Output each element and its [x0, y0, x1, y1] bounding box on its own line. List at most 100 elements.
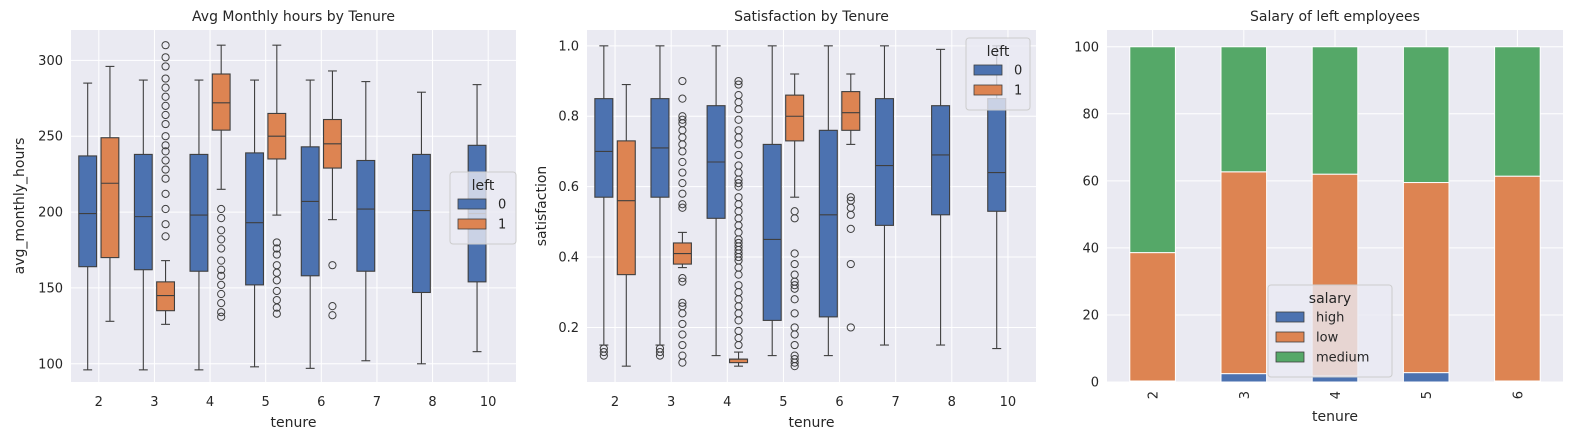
- x-tick-label: 10: [480, 395, 497, 410]
- x-tick-label: 5: [262, 395, 270, 410]
- legend-swatch-high: [1275, 311, 1305, 323]
- outlier-point: [655, 347, 665, 357]
- x-tick-labels: 2 3 4 5 6 7 8 10: [611, 395, 1016, 410]
- chart-title: Avg Monthly hours by Tenure: [192, 9, 395, 25]
- outlier-point: [678, 203, 687, 212]
- outlier-point: [161, 62, 170, 71]
- box-0-tenure-2: [78, 82, 98, 371]
- outlier-point: [678, 115, 687, 124]
- box-1-tenure-6: [322, 70, 342, 320]
- legend-label-high: high: [1316, 311, 1344, 326]
- x-tick-label: 2: [611, 395, 619, 410]
- outlier-point: [678, 277, 687, 286]
- box-iqr: [818, 129, 838, 318]
- outlier-point: [678, 200, 687, 209]
- bar-high-tenure-5: [1402, 372, 1450, 383]
- outlier-point: [790, 207, 799, 216]
- legend-title: left: [472, 178, 495, 194]
- outlier-point: [846, 323, 855, 332]
- outlier-point: [790, 295, 799, 304]
- x-tick-label: 7: [892, 395, 900, 410]
- outlier-point: [846, 259, 855, 269]
- x-axis-label: tenure: [1312, 409, 1358, 425]
- outlier-point: [328, 302, 337, 311]
- box-0-tenure-4: [189, 79, 209, 371]
- bar-medium-tenure-4: [1311, 46, 1359, 175]
- legend-swatch-1: [457, 218, 487, 230]
- outlier-point: [734, 281, 743, 290]
- legend-label-medium: medium: [1316, 351, 1369, 366]
- legend-swatch-low: [1275, 331, 1305, 343]
- outlier-point: [678, 112, 687, 121]
- box-0-tenure-5: [245, 79, 265, 368]
- outlier-point: [161, 92, 170, 101]
- bar-low-tenure-6: [1494, 175, 1541, 382]
- outlier-point: [599, 344, 608, 353]
- outlier-point: [161, 132, 170, 141]
- legend-swatch-0: [457, 198, 487, 210]
- outlier-point: [161, 174, 170, 183]
- chart-satisfaction: 0.20.40.60.81.0 2 3 4 5 6 7 8 10 Satisfaction b…: [534, 9, 1036, 431]
- x-tick-label: 8: [428, 395, 436, 410]
- outlier-point: [161, 204, 170, 214]
- outlier-point: [161, 119, 170, 129]
- outlier-point: [678, 94, 687, 103]
- outlier-point: [161, 110, 170, 120]
- outlier-point: [217, 289, 226, 299]
- x-tick-label: 5: [1420, 391, 1435, 399]
- outlier-point: [678, 274, 687, 283]
- box-iqr: [931, 105, 951, 216]
- outlier-point: [734, 238, 743, 248]
- box-1-tenure-6: [841, 73, 861, 332]
- box-iqr: [100, 137, 120, 259]
- outlier-point: [678, 319, 687, 329]
- outlier-point: [272, 286, 281, 296]
- x-axis-label: tenure: [789, 415, 835, 431]
- outlier-point: [161, 74, 170, 83]
- legend-title: left: [987, 44, 1010, 60]
- legend-title: salary: [1309, 291, 1351, 307]
- x-tick-labels: 2 3 4 5 6: [1147, 391, 1527, 399]
- y-tick-label: 20: [1082, 308, 1099, 323]
- x-tick-label: 4: [723, 395, 731, 410]
- box-1-tenure-3: [672, 76, 692, 367]
- outlier-point: [846, 193, 855, 202]
- outlier-point: [678, 76, 687, 86]
- legend-swatch-0: [973, 64, 1003, 76]
- outlier-point: [217, 235, 226, 244]
- outlier-point: [217, 308, 226, 317]
- outlier-point: [272, 295, 281, 305]
- y-tick-label: 1.0: [558, 39, 579, 54]
- x-tick-label: 7: [373, 395, 381, 410]
- box-iqr: [411, 153, 431, 294]
- box-0-tenure-7: [874, 45, 894, 346]
- outlier-point: [161, 220, 170, 229]
- bar-low-tenure-5: [1402, 182, 1450, 374]
- outlier-point: [790, 270, 799, 279]
- outlier-point: [217, 256, 226, 265]
- box-iqr: [762, 143, 782, 321]
- outlier-point: [217, 265, 226, 274]
- box-iqr: [189, 153, 209, 272]
- box-marks: [78, 41, 487, 371]
- y-axis-label: satisfaction: [534, 166, 550, 247]
- legend-label-0: 0: [498, 198, 506, 213]
- outlier-point: [790, 309, 799, 318]
- outlier-point: [678, 157, 687, 167]
- box-1-tenure-4: [211, 44, 231, 321]
- box-iqr: [300, 146, 320, 277]
- x-tick-label: 2: [1147, 391, 1162, 399]
- outlier-point: [790, 249, 799, 258]
- bar-medium-tenure-3: [1220, 46, 1268, 173]
- y-axis-label: avg_monthly_hours: [12, 138, 28, 275]
- outlier-point: [790, 355, 799, 364]
- outlier-point: [161, 147, 170, 156]
- y-tick-labels: 0 20 40 60 80 100: [1074, 40, 1099, 390]
- legend-label-low: low: [1316, 331, 1339, 346]
- x-tick-label: 3: [150, 395, 158, 410]
- bar-high-tenure-3: [1220, 373, 1268, 383]
- box-marks: [594, 45, 1007, 371]
- x-tick-label: 6: [317, 395, 325, 410]
- outlier-point: [217, 204, 226, 214]
